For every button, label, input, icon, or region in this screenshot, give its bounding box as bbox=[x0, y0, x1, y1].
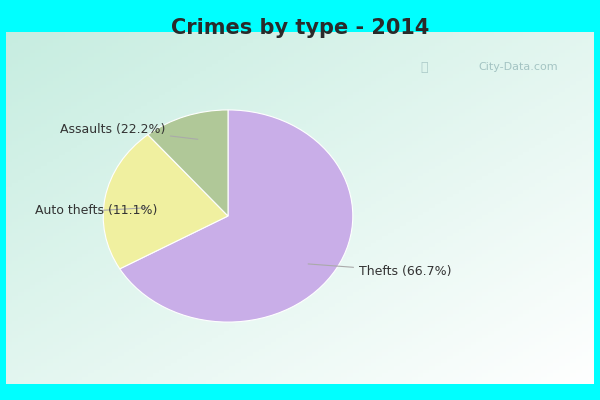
Text: City-Data.com: City-Data.com bbox=[478, 62, 558, 72]
Text: ⦿: ⦿ bbox=[420, 61, 427, 74]
Text: Assaults (22.2%): Assaults (22.2%) bbox=[59, 122, 198, 139]
Text: Thefts (66.7%): Thefts (66.7%) bbox=[308, 264, 452, 278]
Wedge shape bbox=[120, 110, 353, 322]
Text: Auto thefts (11.1%): Auto thefts (11.1%) bbox=[35, 204, 157, 217]
Wedge shape bbox=[148, 110, 228, 216]
Wedge shape bbox=[103, 135, 228, 269]
Text: Crimes by type - 2014: Crimes by type - 2014 bbox=[171, 18, 429, 38]
